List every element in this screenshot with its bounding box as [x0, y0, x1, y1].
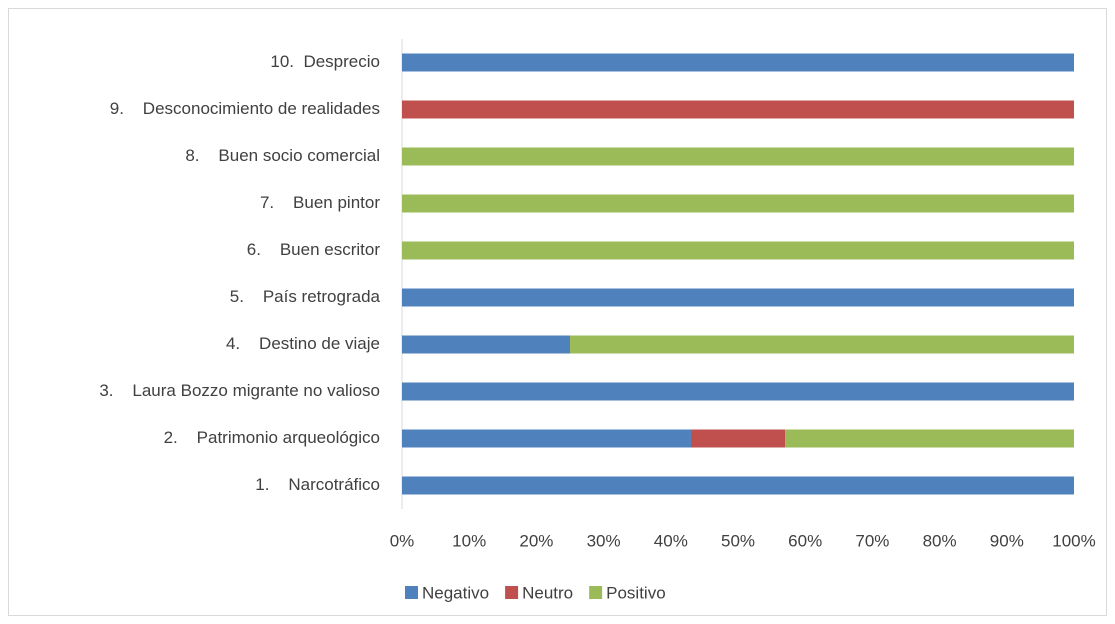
x-tick-label: 100% [1052, 531, 1095, 550]
bar-segment [570, 335, 1074, 354]
bar-segment [402, 288, 1074, 307]
bar-segment [402, 194, 1074, 213]
legend-label: Positivo [606, 583, 666, 602]
bar-segment [402, 335, 570, 354]
bar-segment [402, 476, 1074, 495]
bar-segment [402, 53, 1074, 72]
category-label: 9. Desconocimiento de realidades [110, 99, 380, 118]
category-label: 2. Patrimonio arqueológico [164, 428, 380, 447]
x-tick-label: 50% [721, 531, 755, 550]
category-label: 7. Buen pintor [260, 193, 380, 212]
category-label: 8. Buen socio comercial [185, 146, 380, 165]
category-label: 6. Buen escritor [247, 240, 381, 259]
legend-swatch [589, 586, 603, 599]
category-label: 1. Narcotráfico [255, 475, 380, 494]
bar-segment [402, 147, 1074, 166]
bar-segment [785, 429, 1074, 448]
category-label: 5. País retrograda [230, 287, 381, 306]
x-tick-label: 20% [519, 531, 553, 550]
x-tick-label: 0% [390, 531, 415, 550]
bar-segment [402, 241, 1074, 260]
legend-swatch [505, 586, 519, 599]
legend-swatch [405, 586, 418, 599]
legend-label: Neutro [522, 583, 573, 602]
bar-segment [402, 429, 691, 448]
bar-segment [402, 382, 1074, 401]
x-tick-label: 40% [654, 531, 688, 550]
x-tick-label: 30% [587, 531, 621, 550]
legend-label: Negativo [422, 583, 489, 602]
x-tick-label: 10% [452, 531, 486, 550]
x-tick-label: 60% [788, 531, 822, 550]
category-label: 4. Destino de viaje [226, 334, 380, 353]
bar-segment [690, 429, 786, 448]
x-tick-label: 90% [990, 531, 1024, 550]
x-tick-label: 80% [923, 531, 957, 550]
category-label: 3. Laura Bozzo migrante no valioso [99, 381, 380, 400]
category-label: 10. Desprecio [270, 52, 380, 71]
x-tick-label: 70% [855, 531, 889, 550]
bar-segment [402, 100, 1074, 119]
